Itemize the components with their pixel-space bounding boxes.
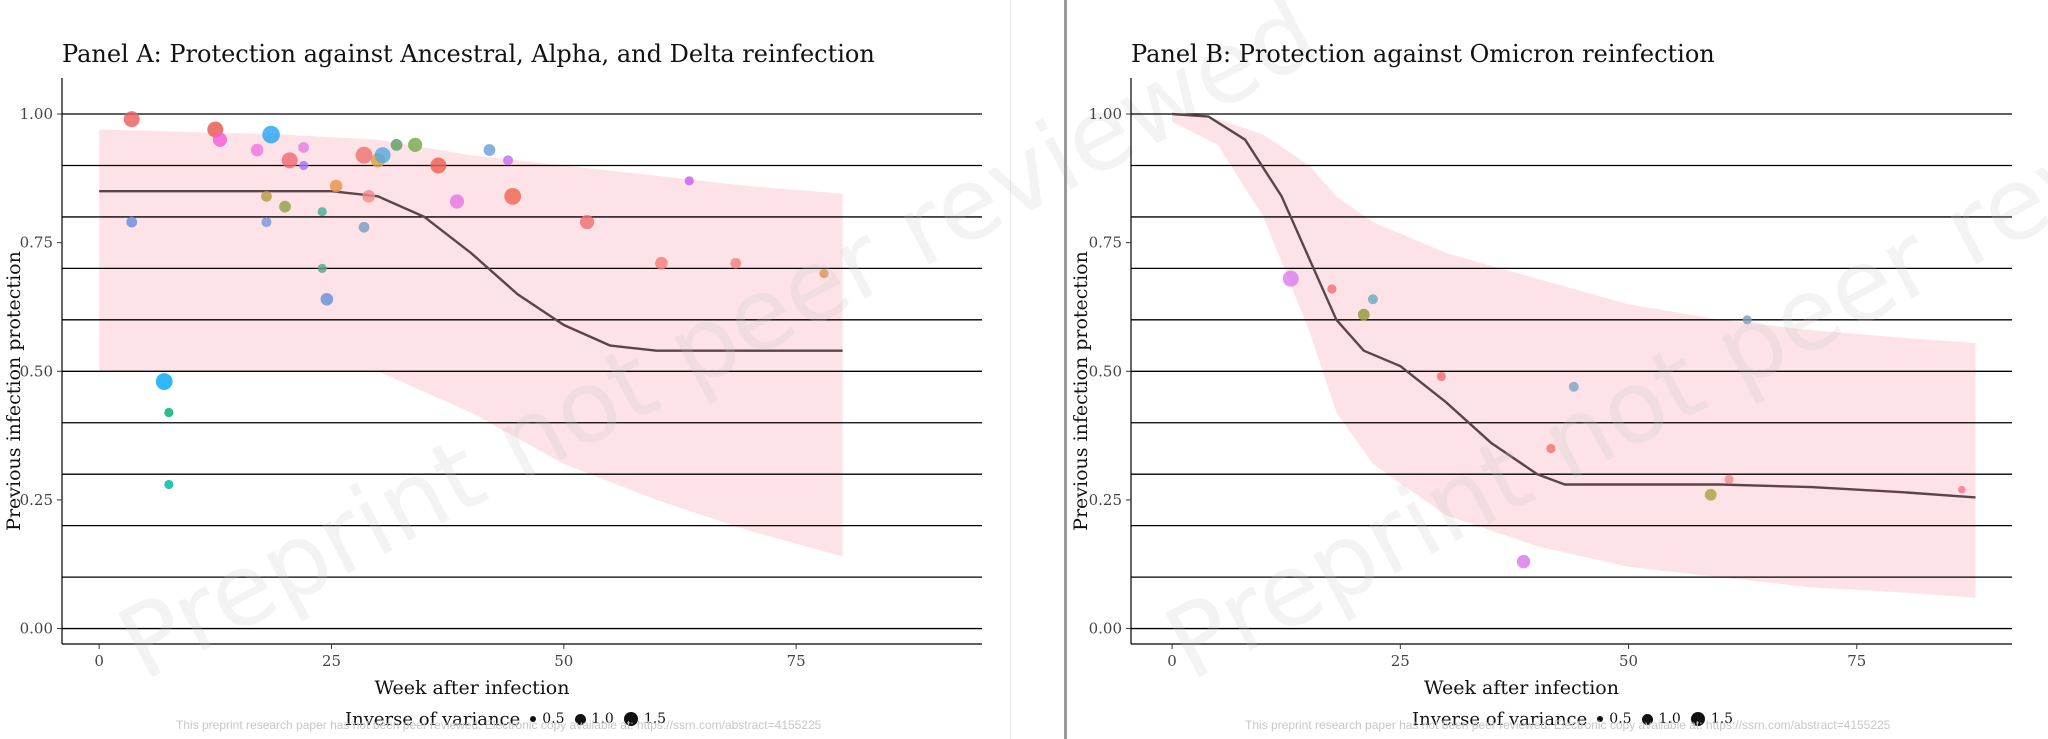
confidence-ribbon — [1172, 114, 1976, 598]
data-point — [299, 160, 309, 171]
data-point — [1367, 294, 1378, 305]
legend-key-small: 0.5 — [1597, 711, 1632, 727]
legend-title: Inverse of variance — [345, 708, 521, 730]
legend-key-medium: 1.0 — [1641, 711, 1681, 727]
data-point — [1282, 270, 1299, 287]
data-point — [374, 147, 391, 164]
legend-key-label: 1.5 — [643, 711, 667, 727]
y-tick-label: 0.00 — [20, 620, 53, 638]
y-axis-title: Previous infection protection — [3, 251, 25, 531]
data-point — [449, 194, 465, 209]
y-tick-label: 0.75 — [20, 234, 53, 252]
y-tick-label: 0.50 — [20, 362, 53, 380]
panel-a: Panel A: Protection against Ancestral, A… — [0, 0, 1335, 739]
panel-b-chart: 0.00 0.25 0.50 0.75 1.00 0 25 50 75 Week after in… — [1070, 78, 2012, 699]
panel-b: Panel B: Protection against Omicron rein… — [1064, 0, 2048, 739]
data-point — [355, 146, 373, 164]
data-point — [279, 200, 291, 213]
data-point — [1546, 443, 1556, 454]
data-point — [164, 479, 174, 490]
fitted-curve — [99, 190, 843, 352]
legend-key-medium: 1.0 — [574, 711, 614, 727]
legend-title: Inverse of variance — [1412, 708, 1588, 730]
data-point — [504, 187, 522, 205]
data-point — [261, 217, 272, 228]
y-tick-label: 0.00 — [1089, 620, 1122, 638]
data-point — [126, 216, 138, 228]
data-point — [123, 111, 140, 128]
y-tick-label: 0.75 — [1089, 234, 1122, 252]
data-point — [1724, 474, 1734, 484]
data-point — [164, 407, 174, 418]
data-point — [684, 176, 694, 186]
x-tick-label: 50 — [554, 652, 573, 670]
data-point — [1742, 315, 1752, 325]
data-point — [250, 143, 264, 157]
data-point — [317, 207, 327, 217]
x-tick-label: 75 — [1847, 652, 1866, 670]
legend-key-label: 0.5 — [542, 711, 565, 727]
data-point — [1957, 485, 1966, 494]
x-tick-label: 25 — [322, 652, 341, 670]
data-point — [1357, 308, 1370, 321]
data-point — [262, 125, 280, 144]
data-point — [503, 155, 514, 166]
legend-key-label: 0.5 — [1609, 711, 1632, 727]
data-point — [390, 138, 403, 151]
data-point — [155, 373, 173, 390]
x-tick-label: 50 — [1619, 652, 1638, 670]
footnote: This preprint research paper has not bee… — [176, 718, 822, 732]
data-point — [1568, 381, 1579, 392]
y-tick-label: 0.25 — [20, 491, 53, 509]
legend-key-label: 1.0 — [1658, 711, 1681, 727]
legend-key-label: 1.0 — [591, 711, 614, 727]
y-tick-label: 1.00 — [1089, 105, 1122, 123]
x-tick-label: 0 — [1167, 652, 1177, 670]
data-point — [358, 221, 370, 233]
x-tick-label: 75 — [787, 652, 806, 670]
y-tick-label: 0.25 — [1089, 491, 1122, 509]
data-point — [261, 190, 272, 202]
fitted-curve — [1172, 112, 1976, 499]
data-point — [320, 292, 334, 306]
footnote: This preprint research paper has not bee… — [1245, 718, 1891, 732]
data-point — [1516, 554, 1531, 569]
size-legend: Inverse of variance 0.5 1.0 1.5 — [345, 706, 666, 732]
y-axis-title: Previous infection protection — [1070, 251, 1092, 531]
data-point — [730, 257, 742, 269]
data-point — [819, 268, 829, 279]
data-point — [430, 157, 447, 174]
data-point — [655, 256, 668, 270]
legend-key-label: 1.5 — [1710, 711, 1734, 727]
data-point — [579, 214, 595, 230]
panel-a-chart: 0.00 0.25 0.50 0.75 1.00 0 25 50 75 Week after in… — [3, 78, 982, 699]
x-axis-title: Week after infection — [374, 677, 569, 699]
data-point — [317, 263, 327, 273]
x-tick-label: 25 — [1391, 652, 1410, 670]
x-axis-title: Week after infection — [1424, 677, 1619, 699]
data-point — [1704, 488, 1717, 501]
data-point — [362, 190, 375, 203]
chart-title: Panel A: Protection against Ancestral, A… — [62, 40, 875, 68]
data-point — [1327, 284, 1337, 294]
y-tick-label: 1.00 — [20, 105, 53, 123]
data-point — [1436, 371, 1447, 382]
legend-key-large: 1.5 — [1690, 711, 1734, 727]
data-point — [408, 137, 423, 152]
legend-key-small: 0.5 — [530, 711, 565, 727]
data-point — [298, 142, 310, 153]
y-tick-label: 0.50 — [1089, 362, 1122, 380]
chart-title: Panel B: Protection against Omicron rein… — [1131, 40, 1715, 68]
size-legend: Inverse of variance 0.5 1.0 1.5 — [1412, 706, 1733, 732]
legend-key-large: 1.5 — [623, 711, 667, 727]
data-point — [483, 144, 496, 156]
confidence-ribbon — [99, 129, 843, 557]
data-point — [281, 152, 298, 169]
data-point — [329, 179, 343, 193]
data-point — [212, 132, 228, 147]
x-tick-label: 0 — [94, 652, 104, 670]
